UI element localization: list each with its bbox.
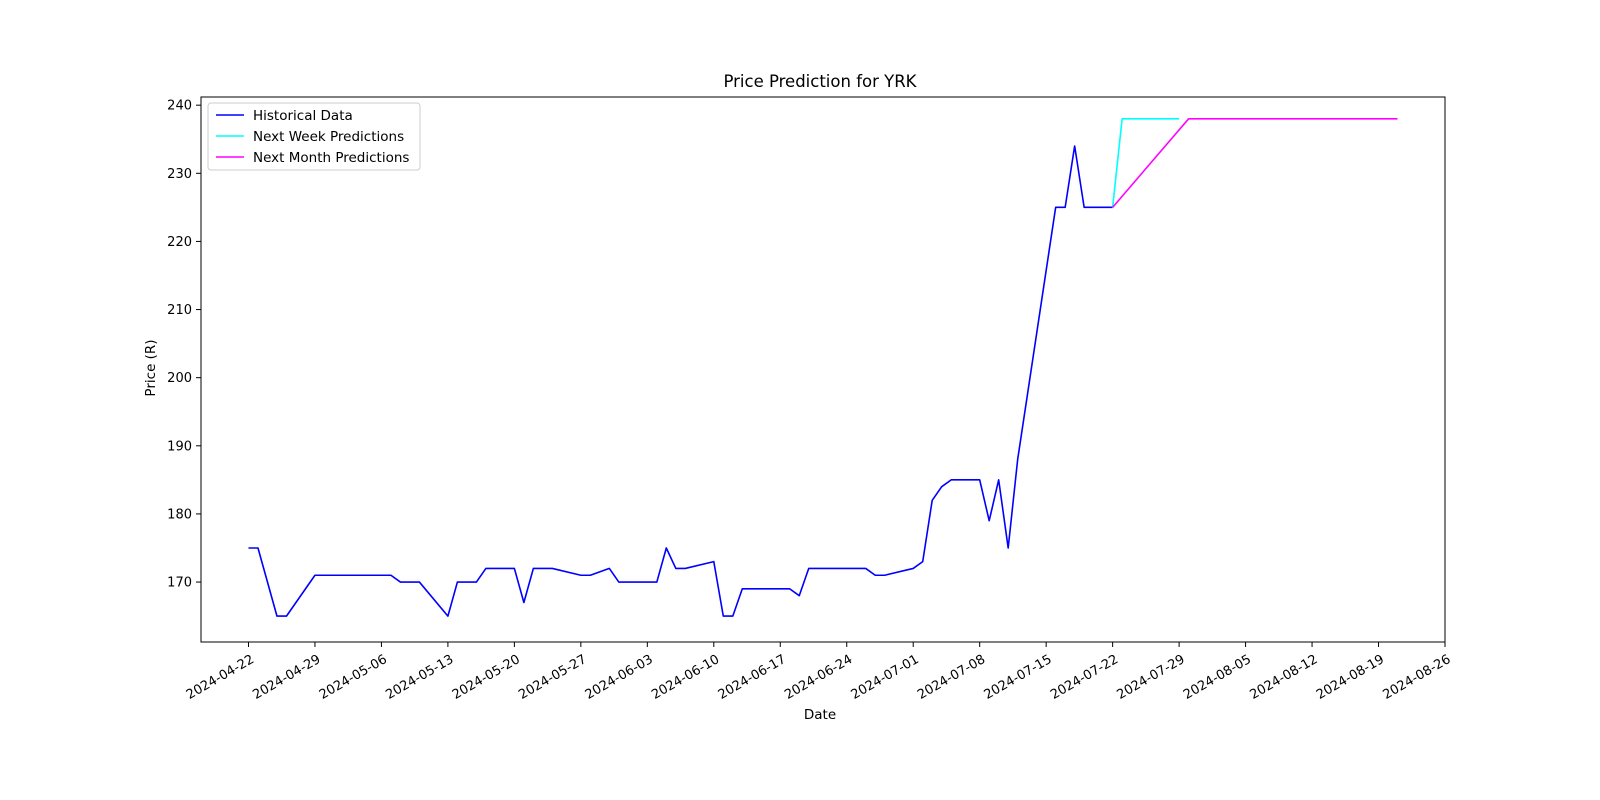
x-tick-label: 2024-05-13	[383, 652, 456, 703]
y-axis-ticks: 170 180 190 200 210 220 230 240	[167, 99, 201, 591]
x-tick-label: 2024-07-15	[982, 652, 1055, 703]
x-axis-ticks: 2024-04-222024-04-292024-05-062024-05-13…	[184, 642, 1453, 703]
x-tick-label: 2024-06-10	[649, 652, 722, 703]
y-tick-label: 190	[167, 439, 192, 454]
y-tick-label: 170	[167, 576, 192, 591]
x-tick-label: 2024-06-03	[583, 652, 656, 703]
x-tick-label: 2024-07-01	[849, 652, 922, 703]
x-tick-label: 2024-07-29	[1115, 652, 1188, 703]
x-tick-label: 2024-04-22	[184, 652, 257, 703]
series-line-1	[248, 145, 1113, 617]
chart-title: Price Prediction for YRK	[723, 72, 917, 91]
x-tick-label: 2024-07-08	[915, 652, 988, 703]
x-tick-label: 2024-06-17	[716, 652, 789, 703]
y-tick-label: 210	[167, 303, 192, 318]
legend-label: Historical Data	[253, 108, 353, 124]
x-tick-label: 2024-08-19	[1314, 652, 1387, 703]
legend: Historical Data Next Week Predictions Next…	[207, 102, 421, 171]
x-tick-label: 2024-06-24	[782, 652, 855, 703]
legend-box	[207, 102, 421, 171]
y-tick-label: 200	[167, 371, 192, 386]
legend-label: Next Week Predictions	[253, 129, 404, 145]
x-tick-label: 2024-08-12	[1248, 652, 1321, 703]
y-tick-label: 180	[167, 507, 192, 522]
x-axis-title: Date	[804, 707, 836, 723]
y-tick-label: 230	[167, 167, 192, 182]
x-tick-label: 2024-04-29	[250, 652, 323, 703]
y-tick-label: 240	[167, 99, 192, 114]
axes-border	[200, 96, 1446, 643]
legend-label: Next Month Predictions	[253, 150, 409, 166]
x-tick-label: 2024-08-26	[1380, 652, 1453, 703]
y-tick-label: 220	[167, 235, 192, 250]
x-tick-label: 2024-05-06	[317, 652, 390, 703]
y-axis-title: Price (R)	[143, 339, 159, 396]
x-tick-label: 2024-05-27	[516, 652, 589, 703]
x-tick-label: 2024-05-20	[450, 652, 523, 703]
x-tick-label: 2024-08-05	[1181, 652, 1254, 703]
series-layer	[248, 118, 1398, 617]
plot-area	[201, 97, 1445, 642]
series-line-2	[1111, 118, 1180, 208]
axes-frame	[200, 96, 1446, 643]
plot-background	[201, 97, 1445, 642]
x-tick-label: 2024-07-22	[1048, 652, 1121, 703]
series-line-3	[1112, 118, 1398, 208]
